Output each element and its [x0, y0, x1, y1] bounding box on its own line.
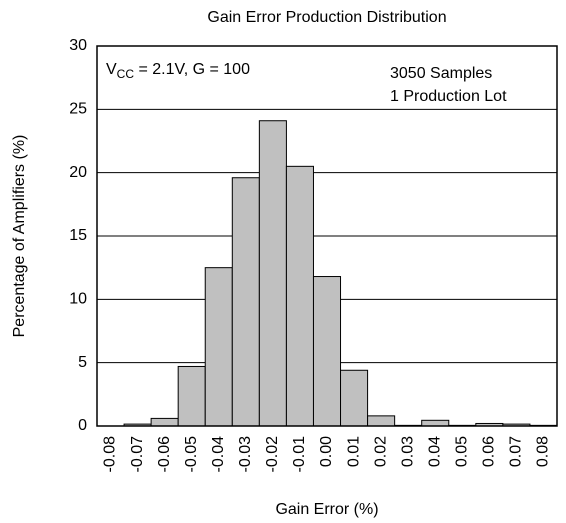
- x-tick-label: -0.04: [210, 436, 227, 473]
- bar: [177, 365, 206, 427]
- x-tick-label: 0.00: [318, 436, 335, 467]
- y-tick-label: 20: [69, 164, 87, 181]
- x-tick-label: -0.08: [102, 436, 119, 473]
- bar: [231, 177, 260, 427]
- y-tick-label: 5: [78, 354, 87, 371]
- x-tick-label: 0.01: [345, 436, 362, 467]
- y-axis-label: Percentage of Amplifiers (%): [11, 135, 28, 338]
- x-tick-label: -0.01: [291, 436, 308, 473]
- y-tick-label: 10: [69, 291, 87, 308]
- bar: [312, 276, 342, 427]
- bar: [421, 419, 450, 427]
- x-axis-label: Gain Error (%): [275, 501, 378, 518]
- x-tick-label: 0.05: [454, 436, 471, 467]
- y-tick-label: 30: [69, 37, 87, 54]
- annotation-part: = 2.1V, G = 100: [134, 61, 250, 78]
- x-tick-label: -0.02: [264, 436, 281, 473]
- annotation-part: V: [106, 61, 117, 78]
- y-tick-label: 25: [69, 101, 87, 118]
- plot-frame: [96, 45, 558, 427]
- annotation: 3050 Samples: [390, 65, 492, 82]
- x-tick-label: 0.07: [508, 436, 525, 467]
- x-tick-label: 0.03: [399, 436, 416, 467]
- bar: [285, 165, 314, 427]
- y-tick-label: 0: [78, 417, 87, 434]
- bar: [150, 417, 179, 427]
- bar: [340, 369, 369, 427]
- x-tick-label: -0.07: [129, 436, 146, 473]
- annotation-sub: CC: [117, 67, 135, 81]
- bar: [204, 267, 233, 427]
- x-tick-label: -0.03: [237, 436, 254, 473]
- x-tick-label: -0.05: [183, 436, 200, 473]
- x-tick-label: 0.06: [481, 436, 498, 467]
- x-tick-label: 0.04: [426, 436, 443, 467]
- bar: [258, 120, 287, 427]
- x-tick-label: 0.08: [535, 436, 552, 467]
- y-tick-label: 15: [69, 227, 87, 244]
- annotation: VCC = 2.1V, G = 100: [106, 61, 250, 81]
- x-tick-label: 0.02: [372, 436, 389, 467]
- chart-title: Gain Error Production Distribution: [207, 9, 446, 26]
- bar: [367, 415, 396, 427]
- annotation: 1 Production Lot: [390, 88, 507, 105]
- x-tick-label: -0.06: [156, 436, 173, 473]
